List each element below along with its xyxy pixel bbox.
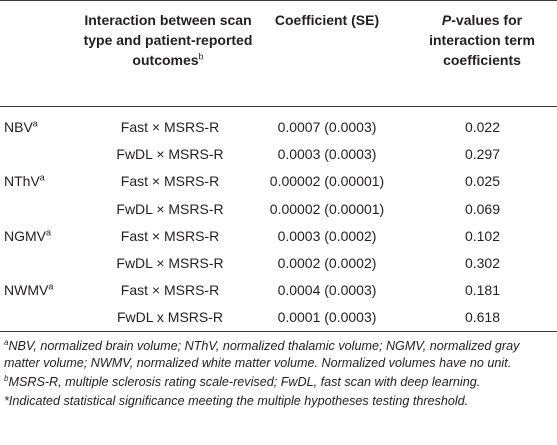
footnote-b-sup: b: [4, 373, 9, 383]
table-row: NGMVa Fast × MSRS-R 0.0003 (0.0002) 0.102: [0, 222, 557, 249]
interaction-cell: Fast × MSRS-R: [120, 119, 220, 135]
measure-label: NGMV: [4, 227, 46, 244]
interaction-cell: FwDL × MSRS-R: [116, 255, 224, 271]
coefficient-cell: 0.0004 (0.0003): [277, 282, 377, 299]
table-top-rule: [0, 0, 557, 1]
footnote-star: *Indicated statistical significance meet…: [4, 393, 554, 410]
table-row: FwDL x MSRS-R 0.0001 (0.0003) 0.618: [0, 303, 557, 330]
measure-sup: a: [48, 281, 54, 292]
measure-label: NWMV: [4, 282, 49, 299]
table-header: Interaction between scan type and patien…: [0, 0, 557, 106]
header-interaction-text: Interaction between scan type and patien…: [83, 12, 253, 68]
pvalue-cell: 0.302: [464, 255, 501, 271]
table-row: NBVa Fast × MSRS-R 0.0007 (0.0003) 0.022: [0, 113, 557, 140]
table-header-rule: [0, 106, 557, 107]
header-pvalue-italic: P: [441, 12, 452, 28]
header-interaction-sup: b: [198, 51, 204, 62]
table-row: FwDL × MSRS-R 0.0002 (0.0002) 0.302: [0, 249, 557, 276]
header-coefficient-text: Coefficient (SE): [274, 12, 380, 28]
table-row: NThVa Fast × MSRS-R 0.00002 (0.00001) 0.025: [0, 167, 557, 194]
pvalue-cell: 0.181: [464, 282, 501, 299]
measure-label: NThV: [4, 173, 40, 190]
measure-cell: NThVa: [4, 172, 45, 190]
header-pvalue-text: -values for interaction term coefficient…: [429, 12, 535, 68]
footnote-star-text: *Indicated statistical significance meet…: [4, 394, 469, 408]
measure-cell: NGMVa: [4, 227, 51, 245]
pvalue-cell: 0.025: [464, 173, 501, 190]
coefficient-cell: 0.0003 (0.0002): [277, 227, 377, 244]
interaction-cell: FwDL × MSRS-R: [116, 146, 224, 163]
measure-label: NBV: [4, 119, 33, 135]
interaction-cell: FwDL × MSRS-R: [116, 200, 224, 217]
measure-sup: a: [32, 118, 38, 129]
pvalue-cell: 0.297: [464, 146, 501, 163]
coefficient-cell: 0.0003 (0.0003): [277, 146, 377, 163]
footnote-a: aNBV, normalized brain volume; NThV, nor…: [4, 338, 554, 372]
table-row: FwDL × MSRS-R 0.0003 (0.0003) 0.297: [0, 140, 557, 167]
table-row: NWMVa Fast × MSRS-R 0.0004 (0.0003) 0.181: [0, 276, 557, 303]
header-coefficient: Coefficient (SE): [257, 10, 397, 30]
header-interaction: Interaction between scan type and patien…: [78, 10, 258, 70]
interaction-cell: FwDL x MSRS-R: [116, 309, 224, 326]
pvalue-cell: 0.022: [464, 119, 501, 135]
footnote-a-sup: a: [4, 337, 9, 347]
coefficient-cell: 0.00002 (0.00001): [269, 173, 385, 190]
footnotes: aNBV, normalized brain volume; NThV, nor…: [4, 338, 554, 412]
measure-sup: a: [39, 172, 45, 183]
coefficient-cell: 0.00002 (0.00001): [269, 200, 385, 217]
interaction-cell: Fast × MSRS-R: [120, 282, 220, 299]
pvalue-cell: 0.102: [464, 227, 501, 244]
coefficient-cell: 0.0002 (0.0002): [277, 255, 377, 271]
interaction-cell: Fast × MSRS-R: [120, 227, 220, 244]
footnote-a-text: NBV, normalized brain volume; NThV, norm…: [4, 339, 520, 370]
footnote-b: bMSRS-R, multiple sclerosis rating scale…: [4, 374, 554, 391]
interaction-cell: Fast × MSRS-R: [120, 173, 220, 190]
table-row: FwDL × MSRS-R 0.00002 (0.00001) 0.069: [0, 195, 557, 222]
measure-sup: a: [46, 227, 52, 238]
footnote-b-text: MSRS-R, multiple sclerosis rating scale-…: [8, 375, 481, 389]
pvalue-cell: 0.069: [464, 200, 501, 217]
measure-cell: NBVa: [4, 118, 38, 136]
coefficient-cell: 0.0007 (0.0003): [277, 119, 377, 135]
coefficient-cell: 0.0001 (0.0003): [277, 309, 377, 326]
pvalue-cell: 0.618: [464, 309, 501, 326]
measure-cell: NWMVa: [4, 281, 53, 299]
header-pvalue: P-values for interaction term coefficien…: [412, 10, 552, 70]
table-bottom-rule: [0, 331, 557, 332]
